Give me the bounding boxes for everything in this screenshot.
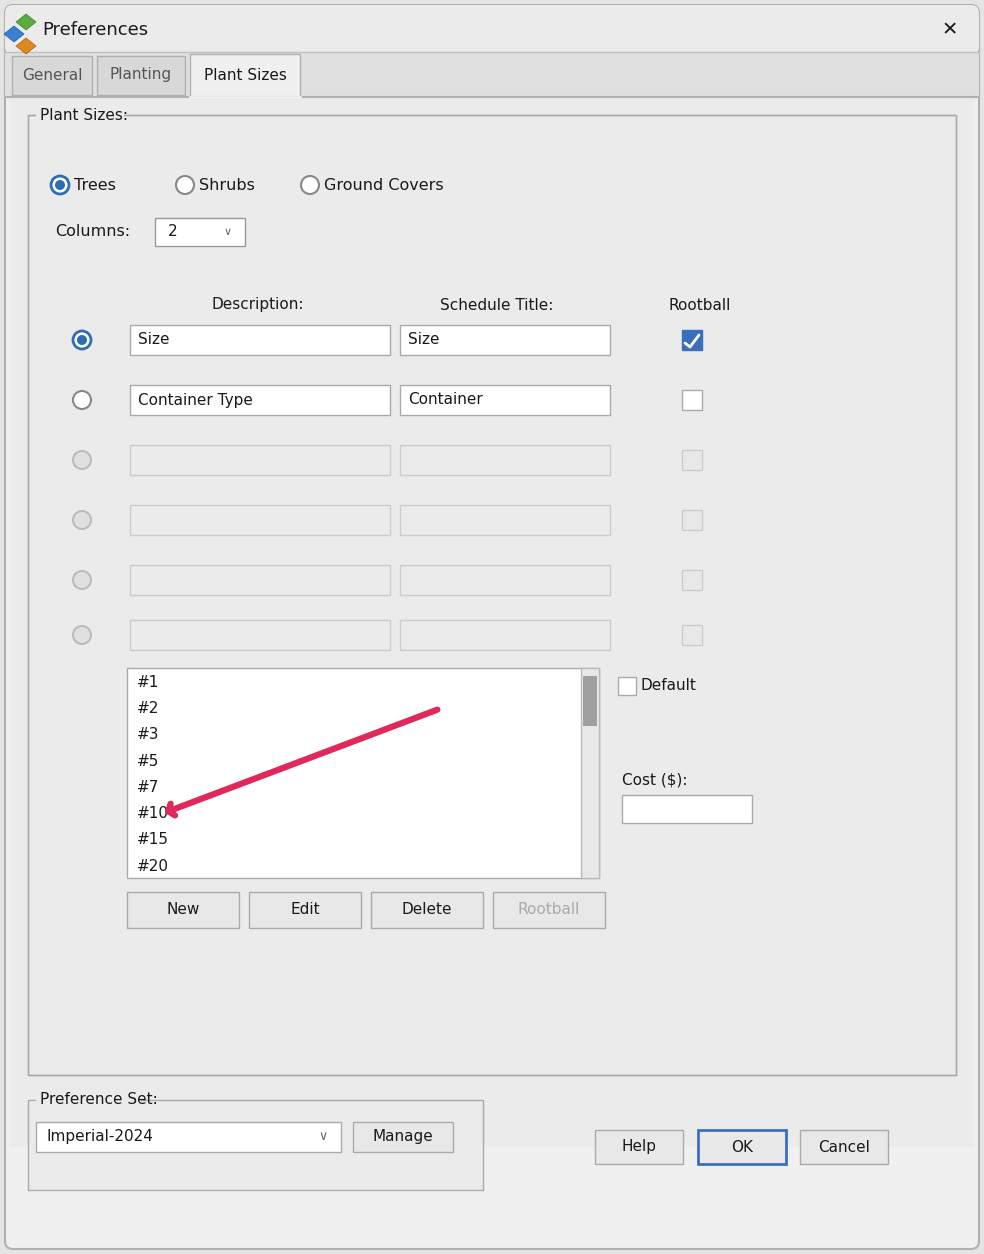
Bar <box>400 445 610 475</box>
Text: Edit: Edit <box>290 903 320 918</box>
Bar <box>130 385 390 415</box>
Circle shape <box>51 176 69 194</box>
FancyBboxPatch shape <box>5 5 979 1249</box>
Bar <box>10 97 974 1147</box>
Circle shape <box>73 571 91 589</box>
Polygon shape <box>16 14 36 30</box>
Bar <box>97 56 185 95</box>
Text: Help: Help <box>622 1140 656 1155</box>
Circle shape <box>73 510 91 529</box>
Text: Schedule Title:: Schedule Title: <box>440 297 554 312</box>
Text: Preference Set:: Preference Set: <box>40 1092 157 1107</box>
Text: #7: #7 <box>137 780 159 795</box>
Bar <box>36 1122 341 1152</box>
Bar <box>127 892 239 928</box>
Text: Preferences: Preferences <box>42 21 149 39</box>
Text: Delete: Delete <box>401 903 453 918</box>
Bar <box>400 385 610 415</box>
Circle shape <box>73 451 91 469</box>
Bar <box>12 56 92 95</box>
Text: #10: #10 <box>137 806 169 821</box>
Polygon shape <box>4 26 24 41</box>
Bar <box>682 510 702 530</box>
Text: OK: OK <box>731 1140 753 1155</box>
Bar <box>400 566 610 594</box>
Bar <box>36 107 124 123</box>
Circle shape <box>73 391 91 409</box>
Text: #15: #15 <box>137 833 169 848</box>
Text: Trees: Trees <box>74 178 116 193</box>
Bar <box>493 892 605 928</box>
Text: Shrubs: Shrubs <box>199 178 255 193</box>
Text: Container Type: Container Type <box>138 393 253 408</box>
Bar <box>682 390 702 410</box>
Bar <box>130 505 390 535</box>
Bar <box>28 1100 483 1190</box>
Bar <box>581 668 599 878</box>
Text: #2: #2 <box>137 701 159 716</box>
Circle shape <box>301 176 319 194</box>
Text: Default: Default <box>641 678 697 693</box>
Circle shape <box>176 176 194 194</box>
Bar <box>682 330 702 350</box>
Text: Rootball: Rootball <box>669 297 731 312</box>
Bar <box>130 445 390 475</box>
Text: Container: Container <box>408 393 483 408</box>
Bar <box>190 54 300 97</box>
Bar <box>371 892 483 928</box>
Text: #5: #5 <box>137 754 159 769</box>
Text: New: New <box>166 903 200 918</box>
FancyBboxPatch shape <box>5 5 979 55</box>
Bar <box>28 115 956 1075</box>
Text: #20: #20 <box>137 859 169 874</box>
Bar <box>155 218 245 246</box>
Bar <box>127 668 599 878</box>
Text: ∨: ∨ <box>224 227 232 237</box>
Bar <box>682 450 702 470</box>
Text: Plant Sizes:: Plant Sizes: <box>40 108 128 123</box>
Bar <box>130 619 390 650</box>
Circle shape <box>77 335 87 345</box>
Text: Planting: Planting <box>110 68 172 83</box>
Circle shape <box>73 331 91 349</box>
Text: ✕: ✕ <box>942 20 958 39</box>
Circle shape <box>73 626 91 645</box>
Text: Description:: Description: <box>212 297 304 312</box>
Bar <box>682 624 702 645</box>
Text: Ground Covers: Ground Covers <box>324 178 444 193</box>
Text: Size: Size <box>408 332 440 347</box>
Bar <box>400 325 610 355</box>
Bar <box>595 1130 683 1164</box>
Bar <box>130 325 390 355</box>
Bar <box>36 1092 141 1109</box>
Text: Cancel: Cancel <box>818 1140 870 1155</box>
Bar <box>682 571 702 589</box>
Text: Columns:: Columns: <box>55 224 130 240</box>
Text: Cost ($):: Cost ($): <box>622 772 688 788</box>
Polygon shape <box>16 38 36 54</box>
Text: #1: #1 <box>137 675 159 690</box>
Bar <box>5 51 979 97</box>
Text: Rootball: Rootball <box>518 903 581 918</box>
Bar <box>583 676 597 726</box>
Bar <box>622 795 752 823</box>
Circle shape <box>55 181 65 191</box>
Bar <box>130 566 390 594</box>
Text: #3: #3 <box>137 727 159 742</box>
Bar <box>698 1130 786 1164</box>
Text: Imperial-2024: Imperial-2024 <box>46 1130 153 1145</box>
Text: Manage: Manage <box>373 1130 433 1145</box>
Bar <box>800 1130 888 1164</box>
Text: 2: 2 <box>168 224 178 240</box>
Text: Size: Size <box>138 332 169 347</box>
Bar <box>353 1122 453 1152</box>
Text: ∨: ∨ <box>319 1131 328 1144</box>
Bar <box>618 677 636 695</box>
Text: Plant Sizes: Plant Sizes <box>204 68 286 83</box>
Text: General: General <box>22 68 83 83</box>
Bar <box>400 619 610 650</box>
Bar <box>28 115 956 1075</box>
Bar <box>400 505 610 535</box>
Bar <box>249 892 361 928</box>
